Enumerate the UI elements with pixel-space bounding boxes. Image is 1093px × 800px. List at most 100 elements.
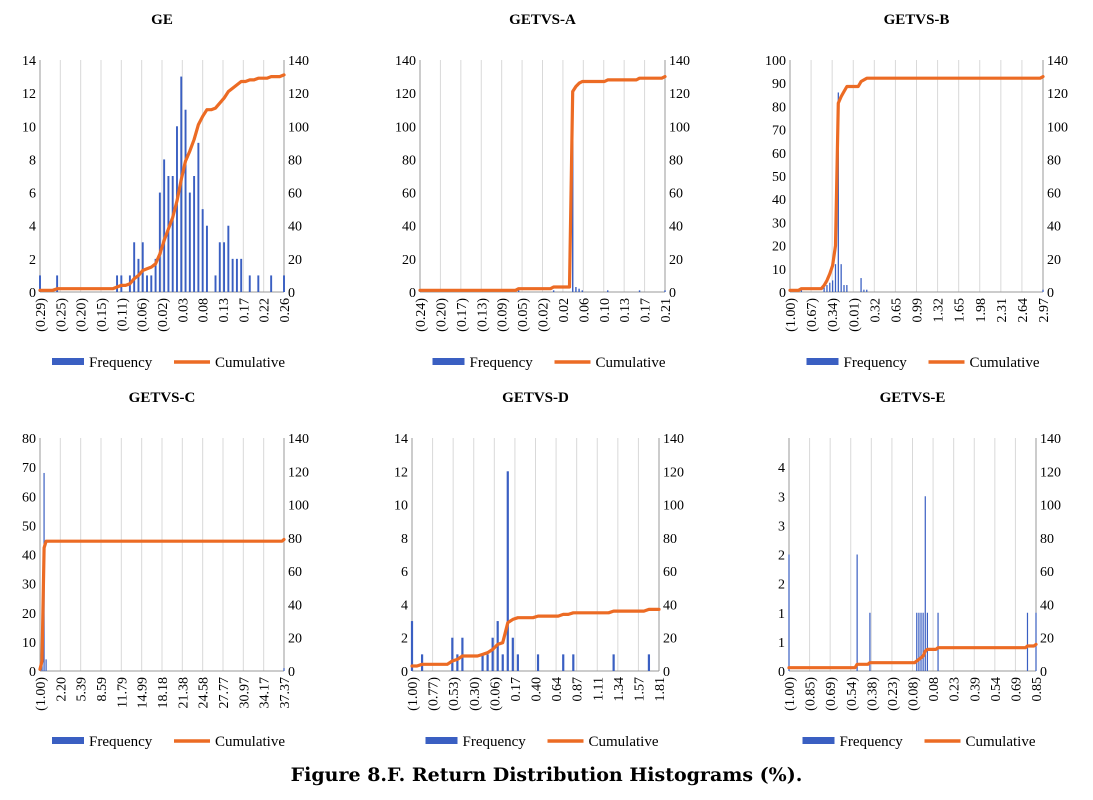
x-tick-label: 0.13 [217,298,232,323]
y-left-tick-label: 20 [772,240,786,255]
x-tick-label: (0.24) [414,298,429,332]
y-right-tick-label: 20 [669,253,683,268]
y-left-tick-label: 8 [29,153,36,168]
y-left-tick-label: 0 [409,286,416,301]
y-left-tick-label: 2 [29,253,36,268]
x-tick-label: (0.77) [427,677,442,711]
x-tick-label: (0.02) [156,298,171,332]
cumulative-line [38,73,286,292]
y-right-tick-label: 60 [1047,187,1061,202]
cumulative-line [788,74,1045,292]
y-left-tick-label: 40 [772,193,786,208]
chart-5: GETVS-D02468101214020406080100120140(1.0… [394,390,684,750]
y-left-tick-label: 40 [402,220,416,235]
frequency-bar [481,654,484,671]
y-left-tick-label: 100 [765,54,786,69]
y-right-tick-label: 100 [663,499,684,514]
frequency-bar [829,282,831,292]
legend-cumulative-label: Cumulative [596,355,666,371]
x-tick-label: (0.05) [516,298,531,332]
frequency-bar [866,289,868,292]
frequency-bar [926,612,929,671]
y-right-tick-label: 0 [663,665,670,680]
frequency-bar [837,92,839,292]
x-tick-label: 0.10 [598,298,613,323]
x-tick-label: (0.34) [826,298,841,332]
frequency-bar [1035,612,1037,671]
frequency-bar [572,654,575,671]
frequency-bar [248,275,251,292]
y-left-tick-label: 80 [402,153,416,168]
y-left-tick-label: 120 [395,87,416,102]
x-tick-label: (1.00) [34,677,49,711]
legend-frequency-label: Frequency [89,355,153,371]
legend-frequency-swatch [802,737,835,744]
x-tick-label: 2.31 [995,298,1010,323]
x-tick-label: (0.11) [115,298,130,332]
y-left-tick-label: 3 [778,490,785,505]
legend-frequency-label: Frequency [470,355,534,371]
frequency-bar [184,109,187,292]
chart-title: GETVS-A [509,12,576,28]
x-tick-label: 0.99 [911,298,926,323]
frequency-bar [516,654,519,671]
y-left-tick-label: 60 [402,187,416,202]
legend-frequency-label: Frequency [844,355,908,371]
frequency-bar [937,612,939,671]
y-right-tick-label: 140 [288,54,309,69]
chart-title: GETVS-C [129,390,196,406]
x-tick-label: 0.22 [258,298,273,323]
y-right-tick-label: 0 [1047,286,1054,301]
chart-title: GETVS-B [884,12,950,28]
frequency-bar [823,287,825,292]
x-tick-label: 0.40 [530,677,545,702]
frequency-bar [578,288,580,292]
frequency-bar [575,287,577,292]
y-left-tick-label: 2 [401,632,408,647]
frequency-bar [150,275,153,292]
x-tick-label: 37.37 [278,677,293,709]
y-left-tick-label: 8 [401,532,408,547]
y-right-tick-label: 40 [669,220,683,235]
frequency-bar [664,290,666,292]
frequency-bar [607,290,609,292]
y-right-tick-label: 120 [1047,87,1068,102]
y-left-tick-label: 2 [778,549,785,564]
y-right-tick-label: 20 [288,632,302,647]
x-tick-label: (1.00) [783,677,798,711]
y-right-tick-label: 20 [288,253,302,268]
x-tick-label: (0.06) [136,298,151,332]
x-tick-label: 0.13 [618,298,633,323]
x-tick-label: 0.32 [868,298,883,323]
y-right-tick-label: 100 [288,120,309,135]
frequency-bar [45,659,47,671]
x-tick-label: 30.97 [237,677,252,709]
frequency-bar [924,496,926,671]
x-tick-label: 11.79 [115,677,130,708]
x-tick-label: 0.54 [989,677,1004,702]
y-right-tick-label: 80 [663,532,677,547]
y-left-tick-label: 90 [772,77,786,92]
cumulative-line [410,607,661,668]
y-right-tick-label: 80 [1047,153,1061,168]
y-left-tick-label: 60 [22,490,36,505]
frequency-bar [856,554,858,671]
frequency-bar [231,258,234,292]
x-tick-label: 1.11 [591,677,606,701]
x-tick-label: 1.34 [612,677,627,702]
frequency-bar [581,290,583,292]
y-right-tick-label: 140 [1040,432,1061,447]
frequency-bar [562,654,565,671]
x-tick-label: 5.39 [75,677,90,702]
x-tick-label: (0.15) [95,298,110,332]
y-right-tick-label: 40 [663,598,677,613]
x-tick-label: (0.85) [804,677,819,711]
frequency-bar [197,142,200,292]
cumulative-line [787,642,1038,670]
figure-caption: Figure 8.F. Return Distribution Histogra… [290,764,803,786]
x-tick-label: 14.99 [136,677,151,709]
y-right-tick-label: 120 [288,465,309,480]
y-left-tick-label: 10 [772,263,786,278]
y-right-tick-label: 80 [288,153,302,168]
